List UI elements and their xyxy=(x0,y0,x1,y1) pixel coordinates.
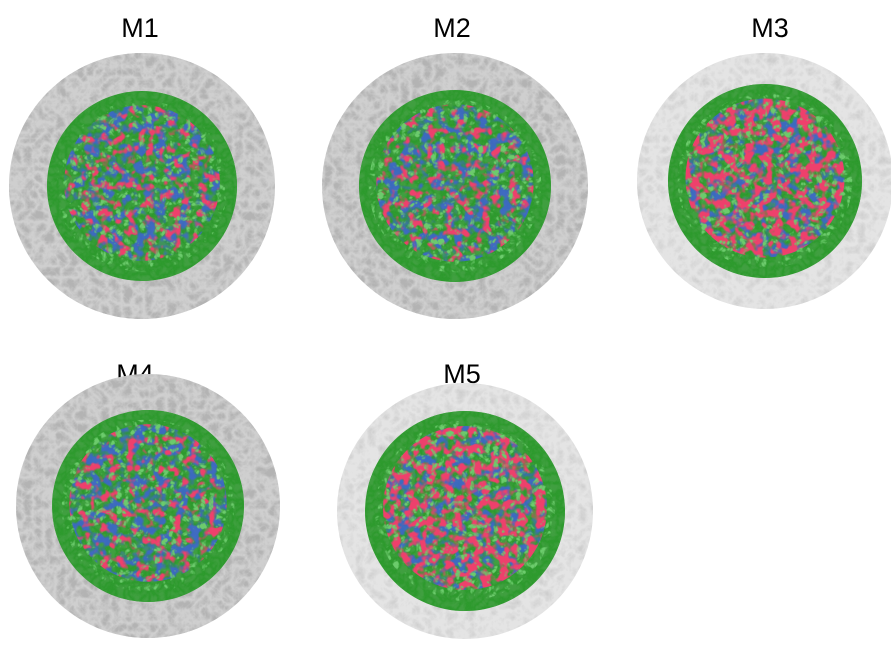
green-overlay xyxy=(375,421,555,601)
panel-label: M3 xyxy=(751,13,789,43)
micelle-panel: M1 xyxy=(9,13,275,319)
micelle-panel: M2 xyxy=(322,13,588,319)
micelle-panel: M4 xyxy=(16,359,280,638)
micelle-panel: M3 xyxy=(637,13,891,309)
green-overlay xyxy=(62,420,235,593)
green-overlay xyxy=(678,94,853,269)
green-overlay xyxy=(57,101,228,272)
green-overlay xyxy=(369,100,542,273)
panel-label: M2 xyxy=(433,13,471,43)
panel-label: M1 xyxy=(121,13,159,43)
figure: M1 M2 M3 M4M5 xyxy=(0,0,891,651)
micelle-panel: M5 xyxy=(337,359,593,639)
